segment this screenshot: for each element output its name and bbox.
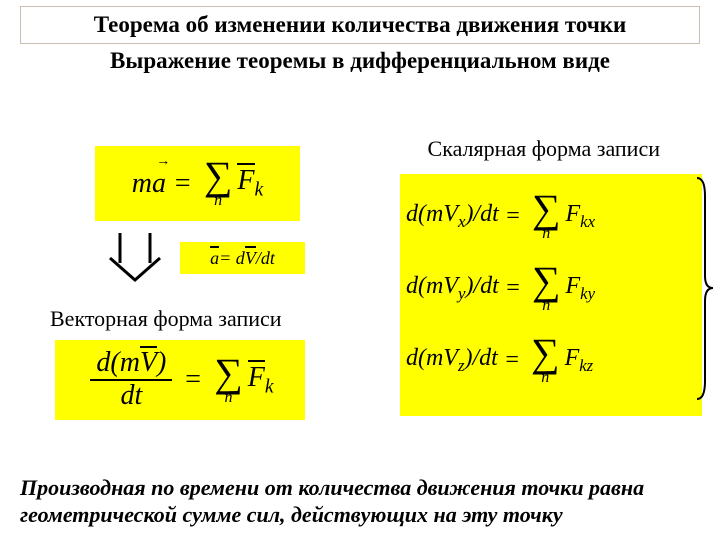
label-vector: Векторная форма записи [50,306,282,332]
equation-a-definition: a = dV/dt [180,242,305,274]
brace-icon [695,176,713,401]
conclusion-text: Производная по времени от количества дви… [20,475,700,528]
title-text: Теорема об изменении количества движения… [94,12,627,37]
subtitle: Выражение теоремы в дифференциальном вид… [0,48,720,74]
sum-symbol: ∑ n [204,158,233,208]
label-scalar: Скалярная форма записи [428,136,660,162]
eq-newton-rhs: Fk [237,165,263,202]
equation-newton: ma = ∑ n Fk [95,146,300,221]
scalar-row-y: d(mVy)/dt = ∑n Fky [406,252,696,324]
title-box: Теорема об изменении количества движения… [20,6,700,44]
eq-newton-lhs: ma [132,168,166,200]
implies-arrow-icon [105,228,165,283]
equation-vector-form: d(mV) dt = ∑ n Fk [55,340,305,420]
scalar-row-x: d(mVx)/dt = ∑n Fkx [406,180,696,252]
scalar-row-z: d(mVz)/dt = ∑n Fkz [406,324,696,396]
vector-fraction: d(mV) dt [90,348,172,412]
equation-scalar-block: d(mVx)/dt = ∑n Fkx d(mVy)/dt = ∑n Fky d(… [400,174,702,416]
sum-symbol: ∑ n [214,355,243,405]
eq-vector-rhs: Fk [248,362,274,399]
